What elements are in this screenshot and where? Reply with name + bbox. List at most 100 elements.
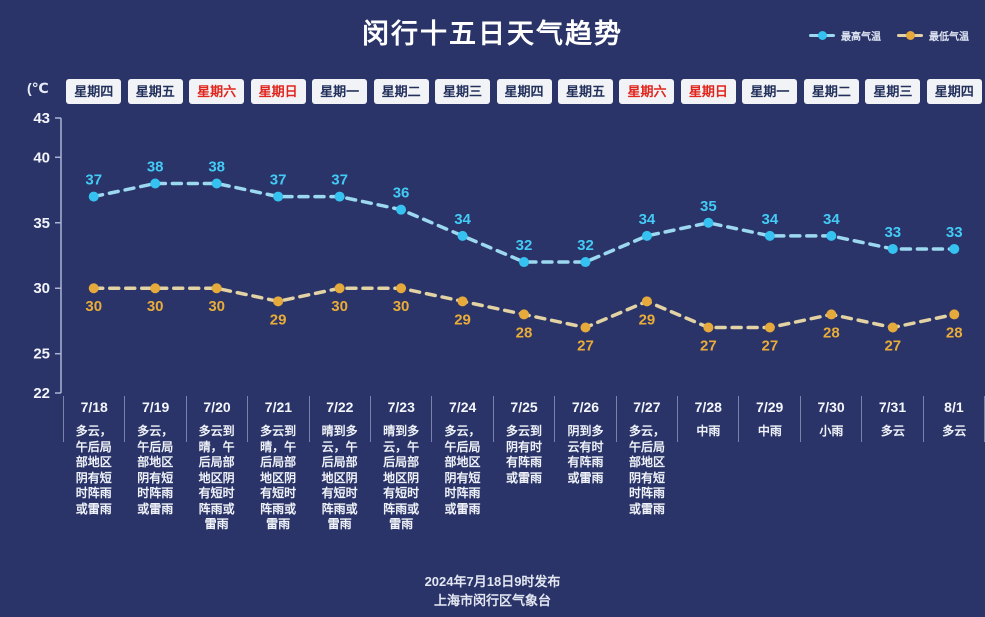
date-label: 7/23 [370, 396, 431, 442]
low-temp-point [949, 309, 960, 320]
weekday-box: 星期一 [312, 79, 368, 104]
high-temp-point [150, 178, 161, 189]
high-temp-line [91, 181, 957, 264]
weekday-box: 星期三 [435, 79, 491, 104]
low-temp-point [580, 322, 591, 333]
weekday-box: 星期日 [250, 79, 306, 104]
high-temp-point [580, 257, 591, 268]
date-label: 7/18 [63, 396, 124, 442]
high-temp-point [519, 257, 529, 268]
date-label: 7/30 [799, 396, 861, 442]
low-temp-value-label: 30 [331, 298, 348, 315]
low-temp-point [396, 283, 407, 294]
high-temp-point [88, 191, 99, 202]
high-temp-point [273, 191, 284, 202]
low-temp-value-label: 29 [454, 311, 471, 328]
legend-item-low: 最低气温 [897, 28, 969, 43]
low-temp-value-label: 28 [823, 324, 840, 341]
weather-desc: 晴到多云，午后局部地区阴有短时阵雨或雷雨 [383, 424, 420, 531]
high-temp-value-label: 34 [454, 211, 471, 228]
low-temp-point [150, 283, 161, 294]
weather-desc-row: 多云，午后局部地区阴有短时阵雨或雷雨 多云，午后局部地区阴有短时阵雨或雷雨 多云到晴… [63, 424, 985, 533]
weather-desc: 多云到阴有时有阵雨或雷雨 [506, 424, 543, 485]
y-tick-label: 40 [33, 149, 50, 166]
y-axis-unit-label: (℃ [27, 80, 49, 96]
low-temp-value-label: 27 [762, 338, 779, 355]
date-label: 7/25 [492, 396, 554, 442]
high-temp-value-label: 35 [700, 198, 717, 215]
weather-desc: 多云 [942, 424, 967, 438]
high-temp-point [764, 230, 775, 241]
high-temp-point [334, 191, 345, 202]
weekday-box: 星期二 [373, 79, 429, 104]
weekday-box: 星期五 [127, 79, 183, 104]
date-label: 7/31 [861, 396, 922, 442]
page-title: 闵行十五日天气趋势 [362, 19, 623, 49]
weather-desc: 多云，午后局部地区阴有短时阵雨或雷雨 [444, 424, 481, 516]
low-temp-value-label: 30 [208, 298, 225, 315]
weather-desc: 小雨 [819, 424, 844, 438]
high-temp-value-label: 37 [85, 172, 102, 189]
high-temp-value-label: 36 [393, 185, 410, 202]
low-temp-point [641, 296, 652, 307]
weekday-box: 星期四 [66, 79, 122, 104]
low-temp-value-label: 29 [270, 311, 287, 328]
weather-desc: 晴到多云，午后局部地区阴有短时阵雨或雷雨 [321, 424, 358, 531]
low-temp-point [519, 309, 529, 320]
low-temp-value-label: 27 [577, 338, 594, 355]
date-label: 7/20 [185, 396, 247, 442]
high-temp-value-label: 38 [208, 158, 225, 175]
low-temp-value-label: 30 [147, 298, 164, 315]
low-temp-point [88, 283, 99, 294]
y-tick-label: 30 [33, 280, 50, 297]
high-temp-point [887, 243, 898, 254]
high-temp-point [641, 230, 652, 241]
weekday-box: 星期六 [189, 79, 245, 104]
high-temp-point [211, 178, 222, 189]
date-label: 7/24 [431, 396, 492, 442]
date-label: 7/29 [738, 396, 799, 442]
high-temp-value-label: 33 [884, 224, 901, 241]
temperature-chart: 43 40 35 30 25 22 37 38 38 37 37 36 34 32 32 34 35 34 34 33… [33, 110, 963, 402]
low-temp-point [334, 283, 345, 294]
low-temp-marker-icon [897, 31, 923, 40]
date-label: 7/21 [247, 396, 308, 442]
weather-desc: 中雨 [696, 424, 721, 438]
date-label: 7/27 [615, 396, 677, 442]
high-temp-value-label: 38 [147, 158, 164, 175]
weather-desc: 多云到晴，午后局部地区阴有短时阵雨或雷雨 [198, 424, 235, 531]
low-temp-value-label: 29 [639, 311, 656, 328]
low-temp-value-label: 28 [516, 324, 533, 341]
weekday-box: 星期四 [496, 79, 552, 104]
date-label: 7/26 [554, 396, 615, 442]
high-temp-value-label: 32 [516, 237, 533, 254]
weekday-box: 星期二 [803, 79, 859, 104]
high-temp-value-label: 37 [270, 172, 287, 189]
weekday-box: 星期六 [619, 79, 675, 104]
issuer: 上海市闵行区气象台 [433, 593, 551, 608]
low-temp-value-label: 30 [393, 298, 410, 315]
high-temp-point [703, 217, 714, 228]
weather-desc: 多云，午后局部地区阴有短时阵雨或雷雨 [628, 424, 665, 516]
low-temp-value-label: 27 [700, 338, 717, 355]
high-temp-value-label: 32 [577, 237, 594, 254]
footer: 2024年7月18日9时发布 上海市闵行区气象台 [0, 572, 985, 610]
legend-item-high: 最高气温 [809, 28, 881, 43]
low-temp-value-label: 27 [884, 338, 901, 355]
high-temp-value-label: 33 [946, 224, 963, 241]
weekday-box: 星期四 [926, 79, 982, 104]
high-temp-value-label: 37 [331, 172, 348, 189]
weather-desc: 多云，午后局部地区阴有短时阵雨或雷雨 [75, 424, 112, 516]
low-temp-point [211, 283, 222, 294]
weather-desc: 多云，午后局部地区阴有短时阵雨或雷雨 [137, 424, 174, 516]
weekday-box: 星期一 [742, 79, 798, 104]
y-tick-label: 35 [33, 215, 50, 232]
high-temp-point [396, 204, 407, 215]
low-temp-point [764, 322, 775, 333]
y-tick-label: 43 [33, 110, 50, 127]
high-temp-marker-icon [809, 31, 835, 40]
weekday-row: 星期四 星期五 星期六 星期日 星期一 星期二 星期三 星期四 星期五 星期六 星期日 星期一 星期二星… [63, 79, 985, 104]
high-temp-value-label: 34 [762, 211, 779, 228]
high-temp-value-label: 34 [823, 211, 840, 228]
low-temp-value-label: 28 [946, 324, 963, 341]
